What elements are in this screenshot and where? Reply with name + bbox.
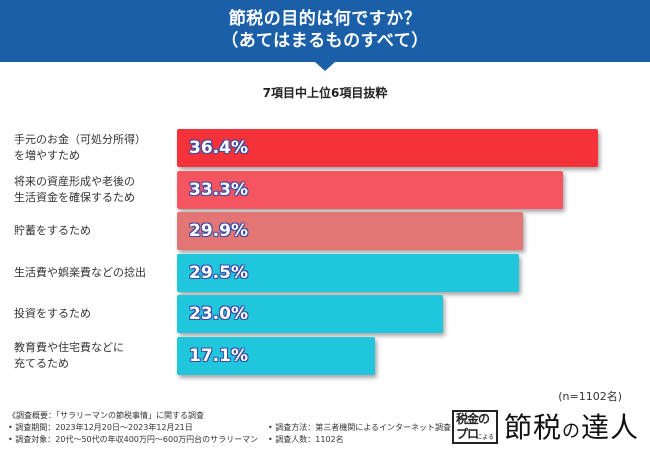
bar-value-label: 17.1% — [189, 346, 248, 366]
category-label: 将来の資産形成や老後の 生活資金を確保するため — [14, 174, 179, 206]
logo-word-2: 達人 — [581, 411, 640, 444]
bar-chart: 手元のお金（可処分所得） を増やすため 36.4% 将来の資産形成や老後の 生活資金を確… — [0, 118, 650, 388]
category-label: 生活費や娯楽費などの捻出 — [14, 265, 179, 281]
category-label: 貯蓄をするため — [14, 223, 179, 239]
category-label-line: 投資をするため — [14, 307, 91, 321]
survey-notes-left: 《調査概要：「サラリーマンの節税事情」に関する調査 • 調査期間：2023年12… — [8, 410, 258, 446]
bar — [177, 337, 375, 375]
logo-badge-text-2: プロ — [456, 427, 479, 441]
category-label-line: 将来の資産形成や老後の — [14, 174, 135, 188]
logo-word-1: 節税 — [504, 411, 563, 444]
logo-badge-small: による — [476, 434, 494, 441]
bar — [177, 295, 444, 334]
bar-value-label: 33.3% — [189, 179, 248, 200]
survey-period: • 調査期間：2023年12月20日〜2023年12月21日 — [8, 423, 193, 432]
bar-value-label: 29.5% — [189, 262, 248, 283]
category-label-line: 生活費や娯楽費などの捻出 — [14, 265, 146, 279]
category-label: 手元のお金（可処分所得） を増やすため — [14, 132, 179, 164]
header-banner: 節税の目的は何ですか？ （あてはまるものすべて） — [0, 0, 650, 62]
bar — [177, 129, 599, 167]
logo-badge: 税金の プロ による — [452, 410, 498, 444]
page-title-line2: （あてはまるものすべて） — [221, 31, 429, 51]
category-label-line: 生活資金を確保するため — [14, 190, 135, 204]
category-label: 投資をするため — [14, 306, 179, 322]
logo-badge-text-1: 税金の — [456, 412, 490, 426]
survey-method: • 調査方法：第三者機関によるインターネット調査 — [268, 423, 452, 432]
sample-size: (n=1102名) — [558, 390, 622, 403]
category-label-line: 充てるため — [14, 357, 69, 370]
category-label-line: 教育費や住宅費などに — [14, 341, 124, 354]
survey-target: • 調査対象：20代〜50代の年収400万円〜600万円台のサラリーマン — [8, 435, 259, 444]
survey-overview: 《調査概要：「サラリーマンの節税事情」に関する調査 — [8, 411, 204, 420]
survey-notes-right: • 調査方法：第三者機関によるインターネット調査 • 調査人数：1102名 — [268, 422, 451, 446]
bar-value-label: 29.9% — [189, 221, 248, 242]
page-title-line1: 節税の目的は何ですか？ — [228, 9, 422, 29]
bar — [177, 253, 519, 292]
survey-count: • 調査人数：1102名 — [268, 435, 344, 444]
header-pointer — [315, 62, 335, 71]
category-label-line: を増やすため — [14, 149, 80, 162]
bar — [177, 212, 524, 251]
bar-value-label: 23.0% — [189, 304, 248, 325]
bar — [177, 170, 563, 209]
chart-subtitle: 7項目中上位6項目抜粋 — [262, 86, 388, 100]
category-label-line: 貯蓄をするため — [14, 224, 91, 238]
logo-wordmark: 節税の達人 — [504, 410, 639, 450]
bar-value-label: 36.4% — [189, 138, 248, 158]
logo-word-no: の — [562, 421, 582, 442]
brand-logo: 税金の プロ による 節税の達人 — [452, 408, 646, 448]
category-label-line: 手元のお金（可処分所得） — [14, 133, 146, 146]
category-label: 教育費や住宅費などに 充てるため — [14, 340, 179, 372]
